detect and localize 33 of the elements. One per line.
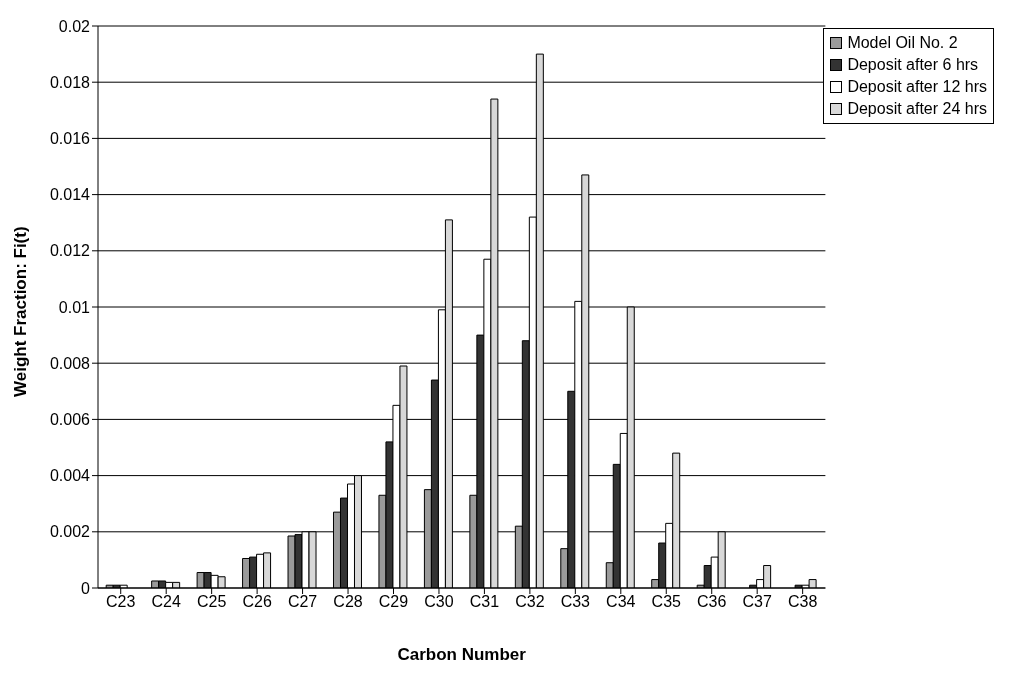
x-tick-label: C24 [151,593,181,611]
x-tick-label: C31 [469,593,500,611]
y-tick-label: 0.002 [49,523,91,541]
y-tick-label: 0.02 [58,17,91,35]
y-tick-label: 0.006 [49,411,91,429]
x-tick-label: C28 [333,593,363,611]
legend-label: Deposit after 6 hrs [847,55,979,75]
y-tick-label: 0.008 [49,354,91,372]
x-tick-label: C25 [196,593,227,611]
x-tick-label: C26 [242,593,272,611]
x-tick-label: C35 [651,593,682,611]
y-tick-label: 0.014 [49,186,91,204]
x-tick-label: C37 [742,593,772,611]
legend-label: Model Oil No. 2 [847,33,958,53]
x-tick-label: C23 [106,593,136,611]
x-tick-label: C27 [287,593,318,611]
y-tick-label: 0.01 [58,298,91,316]
y-axis-title: Weight Fraction: Fi(t) [11,226,31,397]
y-tick-label: 0.012 [49,242,91,260]
y-tick-label: 0 [81,579,91,597]
y-tick-label: 0.016 [49,130,91,148]
x-axis-title: Carbon Number [397,645,527,665]
x-tick-label: C30 [424,593,454,611]
legend-label: Deposit after 12 hrs [847,77,987,97]
y-tick-label: 0.004 [49,467,91,485]
x-tick-label: C29 [378,593,409,611]
x-tick-label: C36 [697,593,727,611]
x-tick-label: C38 [787,593,818,611]
x-tick-label: C33 [560,593,591,611]
x-tick-label: C32 [515,593,545,611]
y-tick-label: 0.018 [49,73,91,91]
legend-label: Deposit after 24 hrs [847,99,987,119]
x-tick-label: C34 [606,593,636,611]
